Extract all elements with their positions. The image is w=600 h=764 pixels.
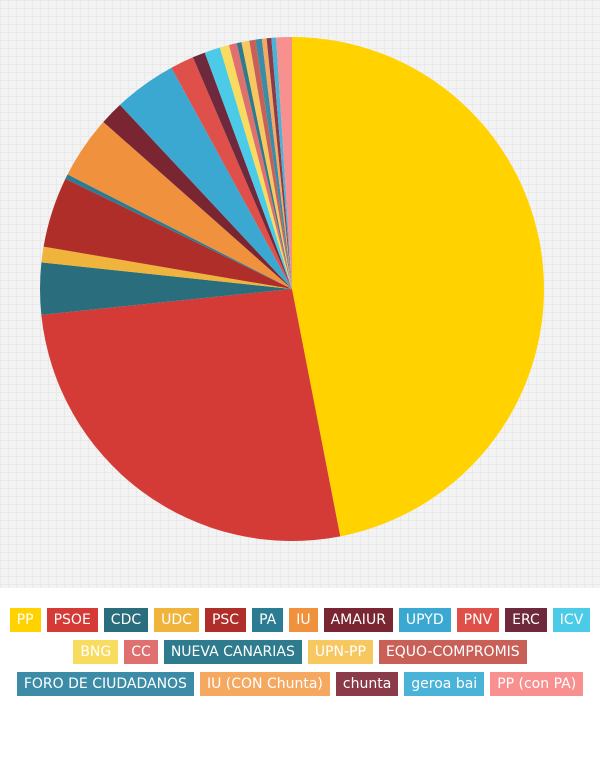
- pie-slice: [219, 44, 292, 290]
- legend-item[interactable]: UPN-PP: [307, 640, 373, 664]
- legend-item[interactable]: PNV: [456, 608, 500, 632]
- legend-item[interactable]: PP: [9, 608, 41, 632]
- pie-slice: [229, 43, 292, 289]
- legend-item[interactable]: ICV: [552, 608, 591, 632]
- pie-slice: [40, 262, 292, 315]
- pie-slice: [41, 246, 293, 289]
- plot-area: [0, 0, 600, 588]
- legend-item[interactable]: UDC: [154, 608, 199, 632]
- legend-item[interactable]: BNG: [73, 640, 119, 664]
- legend-item[interactable]: geroa bai: [404, 672, 485, 696]
- pie-slice: [41, 289, 341, 541]
- pie-slice: [43, 178, 292, 289]
- legend-item[interactable]: PA: [252, 608, 284, 632]
- legend-item[interactable]: UPYD: [398, 608, 451, 632]
- pie-slice: [67, 121, 292, 289]
- pie-slice: [119, 67, 293, 289]
- legend: PP PSOE CDC UDC PSC PA IU AMAIUR UPYD PNV ERC ICV BN…: [8, 608, 592, 696]
- pie-slice: [249, 39, 292, 290]
- legend-item[interactable]: CDC: [103, 608, 149, 632]
- legend-item[interactable]: PP (con PA): [490, 672, 584, 696]
- legend-item[interactable]: PSOE: [46, 608, 98, 632]
- pie-slice: [103, 104, 292, 289]
- legend-item[interactable]: AMAIUR: [323, 608, 393, 632]
- pie-slice: [261, 38, 292, 289]
- legend-item[interactable]: ERC: [505, 608, 547, 632]
- legend-item[interactable]: NUEVA CANARIAS: [163, 640, 302, 664]
- pie-slice: [241, 40, 292, 289]
- pie-slice: [65, 174, 292, 289]
- legend-item[interactable]: PSC: [204, 608, 247, 632]
- pie-slice: [292, 37, 544, 537]
- pie-slice: [271, 37, 292, 289]
- legend-item[interactable]: IU: [289, 608, 318, 632]
- pie-slice: [204, 47, 292, 289]
- pie-slice: [192, 52, 292, 289]
- legend-item[interactable]: FORO DE CIUDADANOS: [16, 672, 194, 696]
- pie-chart: [40, 37, 544, 541]
- legend-item[interactable]: EQUO-COMPROMIS: [378, 640, 527, 664]
- legend-item[interactable]: IU (CON Chunta): [199, 672, 330, 696]
- legend-item[interactable]: CC: [124, 640, 158, 664]
- pie-slice: [236, 42, 292, 289]
- pie-slice: [171, 57, 292, 289]
- pie-slice: [255, 38, 292, 290]
- legend-item[interactable]: chunta: [335, 672, 399, 696]
- pie-slice: [276, 37, 292, 289]
- pie-slice: [266, 37, 292, 289]
